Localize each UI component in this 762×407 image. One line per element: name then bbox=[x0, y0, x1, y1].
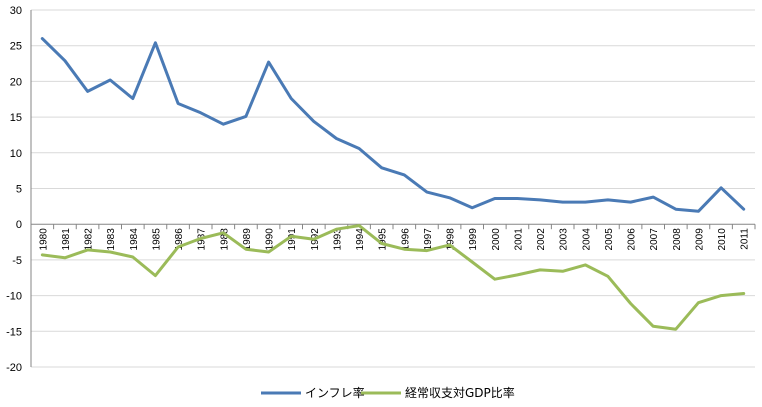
x-tick-label: 1994 bbox=[355, 228, 366, 251]
x-tick-label: 2007 bbox=[649, 228, 660, 251]
x-tick-label: 1998 bbox=[446, 228, 457, 251]
series-line-current-account bbox=[40, 224, 746, 331]
x-tick-label: 1980 bbox=[38, 228, 49, 251]
x-tick-label: 2006 bbox=[627, 228, 638, 251]
y-tick-label: -5 bbox=[12, 255, 22, 267]
series-lines bbox=[40, 37, 746, 331]
x-tick-label: 1986 bbox=[174, 228, 185, 251]
y-tick-label: 30 bbox=[10, 5, 22, 17]
x-tick-label: 2002 bbox=[536, 228, 547, 251]
y-tick-label: 25 bbox=[10, 41, 22, 53]
x-tick-label: 2005 bbox=[604, 228, 615, 251]
y-tick-label: -10 bbox=[6, 291, 22, 303]
y-tick-label: 15 bbox=[10, 112, 22, 124]
x-tick-label: 1995 bbox=[378, 228, 389, 251]
y-tick-labels: 30 25 20 15 10 5 0 -5 -10 -15 -20 bbox=[6, 5, 22, 374]
x-tick-label: 1982 bbox=[84, 228, 95, 251]
gridlines bbox=[31, 9, 755, 368]
x-tick-label: 1991 bbox=[287, 228, 298, 251]
x-tick-label: 1983 bbox=[106, 228, 117, 251]
axes bbox=[30, 10, 756, 367]
x-tick-label: 2004 bbox=[581, 228, 592, 251]
x-tick-label: 1988 bbox=[219, 228, 230, 251]
y-tick-label: 20 bbox=[10, 76, 22, 88]
x-tick-label: 2008 bbox=[672, 228, 683, 251]
y-tick-label: -20 bbox=[6, 362, 22, 374]
x-tick-label: 2000 bbox=[491, 228, 502, 251]
series-line-inflation bbox=[40, 37, 746, 213]
y-tick-label: -15 bbox=[6, 326, 22, 338]
x-tick-label: 1981 bbox=[61, 228, 72, 251]
x-tick-label: 1996 bbox=[400, 228, 411, 251]
x-tick-label: 2009 bbox=[694, 228, 705, 251]
x-tick-label: 2010 bbox=[717, 228, 728, 251]
y-tick-label: 10 bbox=[10, 148, 22, 160]
x-tick-label: 1990 bbox=[265, 228, 276, 251]
x-tick-label: 1984 bbox=[129, 228, 140, 251]
x-tick-label: 1985 bbox=[151, 228, 162, 251]
x-tick-label: 1989 bbox=[242, 228, 253, 251]
x-tick-label: 2011 bbox=[740, 228, 751, 250]
legend-label-current-account: 経常収支対GDP比率 bbox=[405, 385, 515, 400]
y-tick-label: 5 bbox=[16, 184, 22, 196]
x-tick-label: 1993 bbox=[332, 228, 343, 251]
x-tick-label: 2003 bbox=[559, 228, 570, 251]
legend-label-inflation: インフレ率 bbox=[305, 385, 365, 400]
x-tick-label: 1997 bbox=[423, 228, 434, 251]
x-tick-label: 2001 bbox=[513, 228, 524, 251]
legend: インフレ率 経常収支対GDP比率 bbox=[261, 385, 515, 400]
y-tick-label: 0 bbox=[16, 219, 22, 231]
x-tick-label: 1999 bbox=[468, 228, 479, 251]
